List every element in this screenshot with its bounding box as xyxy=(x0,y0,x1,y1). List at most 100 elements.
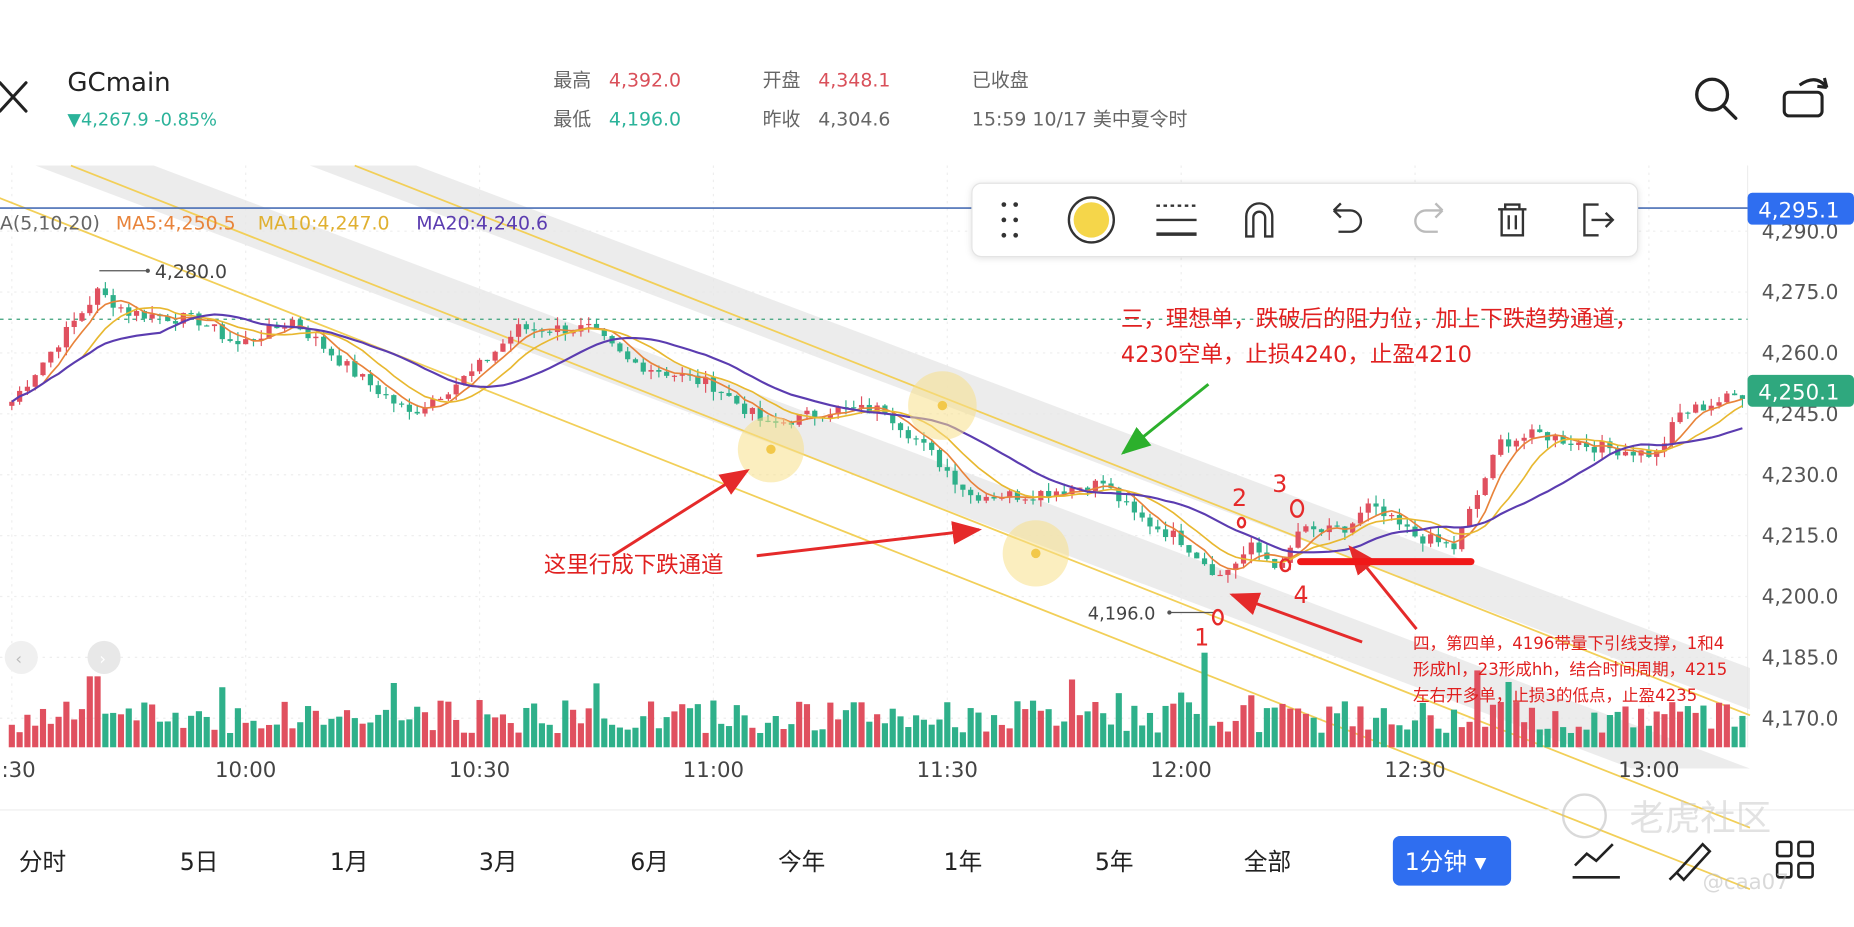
volume-bar xyxy=(1279,703,1286,748)
short-trade-note-line2: 4230空单，止损4240，止盈4210 xyxy=(1121,342,1472,368)
candle-body xyxy=(921,439,927,443)
period-tab[interactable]: 6月 xyxy=(630,848,669,876)
candle-body xyxy=(827,414,833,418)
drag-handle-icon[interactable] xyxy=(1001,202,1019,238)
candle-body xyxy=(383,394,389,396)
volume-bar xyxy=(554,733,561,748)
volume-bar xyxy=(1583,729,1590,748)
volume-bar xyxy=(835,719,842,748)
candle-body xyxy=(297,319,303,330)
candlesticks xyxy=(9,282,1746,583)
volume-bars xyxy=(8,652,1746,748)
volume-bar xyxy=(1380,708,1387,748)
volume-bar xyxy=(1700,705,1707,748)
candle-body xyxy=(1669,422,1675,444)
rotate-icon[interactable] xyxy=(1782,77,1829,118)
candle-body xyxy=(851,407,857,409)
volume-bar xyxy=(1271,707,1278,748)
undo-icon[interactable] xyxy=(1332,202,1363,233)
candle-body xyxy=(87,304,93,314)
candle-body xyxy=(1599,441,1605,453)
candle-body xyxy=(1529,429,1535,438)
volume-bar xyxy=(959,732,966,748)
volume-bar xyxy=(1450,709,1458,748)
candle-body xyxy=(1661,443,1668,452)
volume-bar xyxy=(1443,732,1450,748)
volume-bar xyxy=(24,714,31,748)
candle-body xyxy=(1217,574,1223,577)
volume-bar xyxy=(195,711,202,748)
candle-body xyxy=(204,325,210,327)
candle-body xyxy=(172,321,179,324)
redo-icon[interactable] xyxy=(1414,202,1444,233)
candle-body xyxy=(586,323,592,326)
volume-bar xyxy=(460,732,468,748)
candle-body xyxy=(235,341,241,345)
volume-bar xyxy=(1708,728,1715,748)
candle-body xyxy=(1030,499,1036,501)
fourth-trade-note-line1: 四，第四单，4196带量下引线支撑，1和4 xyxy=(1413,634,1724,653)
candle-body xyxy=(9,401,15,406)
period-tab[interactable]: 1月 xyxy=(330,848,369,876)
candle-body xyxy=(1178,530,1184,546)
volume-bar xyxy=(710,700,717,748)
close-icon[interactable] xyxy=(0,81,28,113)
line-style-icon[interactable] xyxy=(1156,204,1197,236)
period-tab[interactable]: 1年 xyxy=(944,848,983,876)
candle-body xyxy=(1233,563,1239,570)
period-tab[interactable]: 今年 xyxy=(778,848,825,876)
candle-body xyxy=(133,311,140,316)
period-tab[interactable]: 全部 xyxy=(1244,848,1291,876)
period-tab[interactable]: 5日 xyxy=(180,848,219,876)
draw-pen-icon[interactable] xyxy=(1668,842,1712,882)
magnet-icon[interactable] xyxy=(1245,202,1274,238)
indicator-chart-icon[interactable] xyxy=(1572,843,1620,879)
volume-bar xyxy=(920,719,927,748)
candle-body xyxy=(1505,439,1512,447)
scroll-right-button[interactable] xyxy=(87,640,121,674)
candle-body xyxy=(1482,478,1488,495)
volume-bar xyxy=(1131,705,1138,748)
candle-body xyxy=(515,324,522,337)
price-chart[interactable]: 4,290.04,275.04,260.04,245.04,230.04,215… xyxy=(0,164,1854,890)
volume-bar xyxy=(944,702,951,748)
candle-body xyxy=(835,407,841,415)
volume-bar xyxy=(1482,726,1489,748)
grid-menu-icon[interactable] xyxy=(1775,840,1814,879)
volume-bar xyxy=(281,701,288,748)
volume-bar xyxy=(1427,715,1434,748)
candle-body xyxy=(1498,439,1504,455)
y-tick-label: 4,215.0 xyxy=(1762,524,1839,548)
candle-body xyxy=(1077,487,1083,489)
interval-selector[interactable]: 1分钟 ▾ xyxy=(1392,835,1512,886)
volume-bar xyxy=(1489,704,1497,748)
x-tick-label: 13:00 xyxy=(1618,758,1679,783)
candle-body xyxy=(1700,404,1707,411)
period-tab[interactable]: 3月 xyxy=(479,848,518,876)
delete-icon[interactable] xyxy=(1498,203,1527,237)
volume-bar xyxy=(1560,727,1567,748)
candle-body xyxy=(1685,412,1691,414)
search-icon[interactable] xyxy=(1695,77,1738,120)
candle-body xyxy=(165,316,171,322)
scroll-left-button[interactable] xyxy=(4,640,38,674)
volume-bar xyxy=(1731,726,1738,748)
period-tab[interactable]: 分时 xyxy=(19,848,66,876)
volume-bar xyxy=(414,706,421,748)
volume-bar xyxy=(78,709,86,748)
exit-icon[interactable] xyxy=(1583,203,1615,237)
period-tab[interactable]: 5年 xyxy=(1095,848,1134,876)
candle-body xyxy=(656,370,662,372)
volume-bar xyxy=(538,723,545,748)
candle-body xyxy=(531,329,537,331)
volume-bar xyxy=(1092,701,1099,748)
candle-body xyxy=(1311,526,1317,530)
candle-body xyxy=(399,403,405,405)
low-value: 4,196.0 xyxy=(609,108,681,130)
chevron-right-icon: › xyxy=(99,650,106,669)
hand-label-2: 2 xyxy=(1232,484,1247,512)
interval-button-label: 1分钟 ▾ xyxy=(1405,848,1487,876)
volume-bar xyxy=(1458,727,1465,748)
color-picker-icon[interactable] xyxy=(1067,196,1116,244)
low-label: 最低 xyxy=(553,108,591,130)
